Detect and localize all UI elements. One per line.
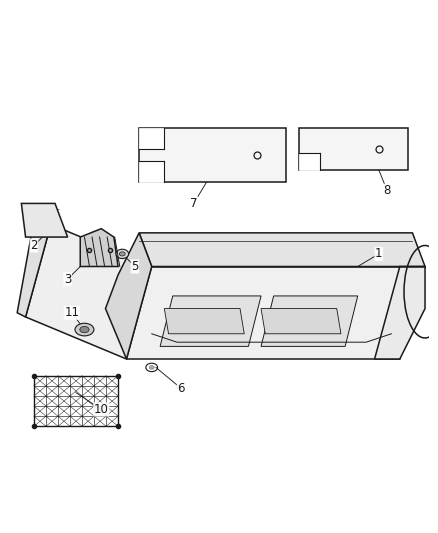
Polygon shape — [261, 309, 341, 334]
Text: 7: 7 — [190, 197, 198, 210]
Text: 2: 2 — [30, 239, 38, 252]
Polygon shape — [139, 128, 286, 182]
Polygon shape — [21, 204, 67, 237]
Bar — [34, 376, 118, 426]
Ellipse shape — [149, 366, 154, 369]
Polygon shape — [106, 233, 152, 359]
Ellipse shape — [116, 249, 129, 259]
Polygon shape — [299, 128, 408, 170]
Text: 11: 11 — [64, 306, 79, 319]
Polygon shape — [261, 296, 358, 346]
Ellipse shape — [119, 252, 125, 256]
Polygon shape — [17, 220, 51, 317]
Text: 6: 6 — [177, 382, 185, 395]
Polygon shape — [139, 161, 164, 182]
Polygon shape — [164, 309, 244, 334]
Ellipse shape — [75, 324, 94, 336]
Text: 10: 10 — [94, 403, 109, 416]
Polygon shape — [139, 233, 425, 266]
Polygon shape — [80, 229, 118, 266]
Polygon shape — [374, 266, 425, 359]
Ellipse shape — [80, 326, 89, 333]
Text: 5: 5 — [131, 260, 138, 273]
Text: 3: 3 — [64, 272, 71, 286]
Polygon shape — [299, 153, 320, 170]
Polygon shape — [25, 224, 152, 359]
Text: 1: 1 — [375, 247, 382, 261]
Polygon shape — [127, 266, 425, 359]
Polygon shape — [139, 128, 164, 149]
Text: 8: 8 — [384, 184, 391, 197]
Polygon shape — [160, 296, 261, 346]
